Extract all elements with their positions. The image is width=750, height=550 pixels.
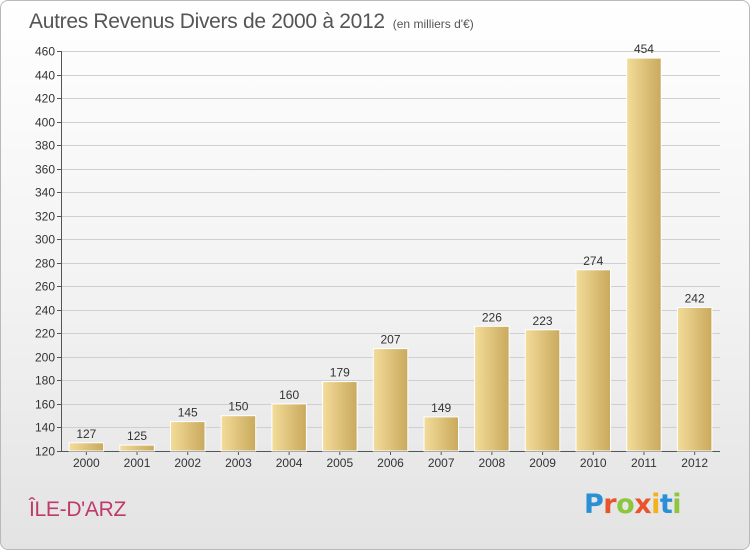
bar [676, 307, 713, 452]
y-tick-label: 260 [35, 280, 55, 294]
bar [322, 381, 358, 452]
gridlines [61, 51, 720, 428]
bar-value-label: 125 [127, 429, 147, 443]
bar-value-label: 160 [279, 388, 299, 402]
bar-value-label: 149 [431, 401, 451, 415]
y-tick-label: 180 [35, 374, 55, 388]
bar-value-label: 127 [76, 427, 96, 441]
logo-letter: x [634, 489, 652, 520]
bar [626, 57, 662, 452]
chart-title: Autres Revenus Divers de 2000 à 2012 [29, 10, 385, 33]
bar [220, 415, 257, 452]
bar [423, 416, 459, 452]
logo-letter: r [603, 489, 617, 520]
bar [119, 444, 155, 452]
bar-value-label: 223 [533, 314, 553, 328]
x-tick-label: 2007 [428, 456, 455, 470]
chart-title-block: Autres Revenus Divers de 2000 à 2012 (en … [29, 10, 474, 34]
bar-value-label: 226 [482, 310, 502, 324]
y-tick-label: 140 [35, 421, 55, 435]
x-tick-label: 2005 [326, 456, 353, 470]
y-tick-label: 200 [35, 351, 55, 365]
x-tick-label: 2006 [377, 456, 404, 470]
y-tick-label: 160 [35, 398, 55, 412]
x-tick-label: 2003 [225, 456, 252, 470]
x-tick-label: 2004 [276, 456, 303, 470]
bar [68, 442, 105, 452]
y-tick-label: 220 [35, 327, 55, 341]
y-tick-label: 400 [35, 116, 55, 130]
y-tick-label: 240 [35, 304, 55, 318]
x-tick-label: 2011 [631, 456, 657, 470]
logo-letter: i [672, 489, 682, 520]
data-labels: 127 125 145 150 160 179 207 149 226 223 274 454 242 [76, 42, 705, 443]
y-tick-label: 460 [35, 45, 55, 59]
proxiti-logo: Proxiti [584, 489, 682, 520]
bar-value-label: 242 [685, 292, 705, 306]
y-tick-label: 120 [35, 445, 55, 459]
commune-name: ÎLE-D'ARZ [29, 498, 126, 521]
bar [575, 269, 611, 452]
y-tick-label: 280 [35, 257, 55, 271]
y-tick-label: 380 [35, 139, 55, 153]
bar [474, 325, 510, 452]
bar-value-label: 145 [178, 406, 198, 420]
bar-value-label: 454 [634, 42, 654, 56]
bars [68, 57, 713, 452]
logo-letter: t [659, 489, 673, 520]
x-tick-label: 2002 [174, 456, 201, 470]
chart-subtitle: (en milliers d'€) [392, 17, 474, 31]
y-tick-label: 340 [35, 186, 55, 200]
axes: 120 140 160 180 200 220 240 260 280 300 320 340 360 3… [35, 45, 720, 470]
bar [524, 329, 561, 452]
y-tick-label: 360 [35, 163, 55, 177]
x-tick-label: 2012 [681, 456, 708, 470]
bar [372, 348, 409, 452]
bar-value-label: 274 [583, 254, 603, 268]
y-tick-label: 440 [35, 69, 55, 83]
y-tick-label: 320 [35, 210, 55, 224]
bar-value-label: 179 [330, 366, 350, 380]
logo-letter: P [584, 489, 604, 520]
y-tick-label: 300 [35, 233, 55, 247]
y-tick-label: 420 [35, 92, 55, 106]
bar-value-label: 207 [380, 333, 400, 347]
x-tick-label: 2009 [529, 456, 556, 470]
x-tick-label: 2001 [124, 456, 151, 470]
logo-letter: i [651, 489, 660, 520]
logo-letter: o [616, 489, 635, 520]
x-tick-label: 2000 [73, 456, 100, 470]
bar [170, 421, 206, 452]
bar-value-label: 150 [228, 400, 248, 414]
x-tick-label: 2010 [580, 456, 607, 470]
x-tick-label: 2008 [479, 456, 506, 470]
bar [271, 403, 307, 452]
